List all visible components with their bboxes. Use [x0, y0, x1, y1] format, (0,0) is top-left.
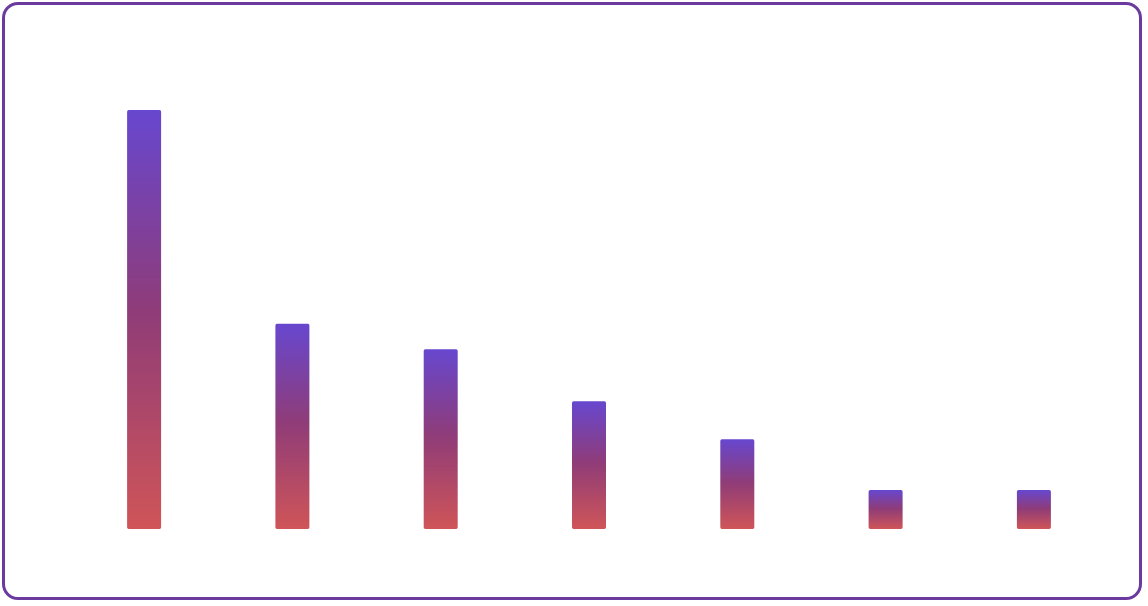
bar-6 [868, 490, 903, 529]
bar-7 [1016, 490, 1051, 529]
bar-2 [275, 323, 310, 529]
bar-4 [572, 401, 606, 529]
bar-1 [127, 110, 162, 529]
bars-group [127, 110, 1051, 529]
bar-5 [720, 439, 755, 529]
bar-3 [423, 349, 458, 529]
